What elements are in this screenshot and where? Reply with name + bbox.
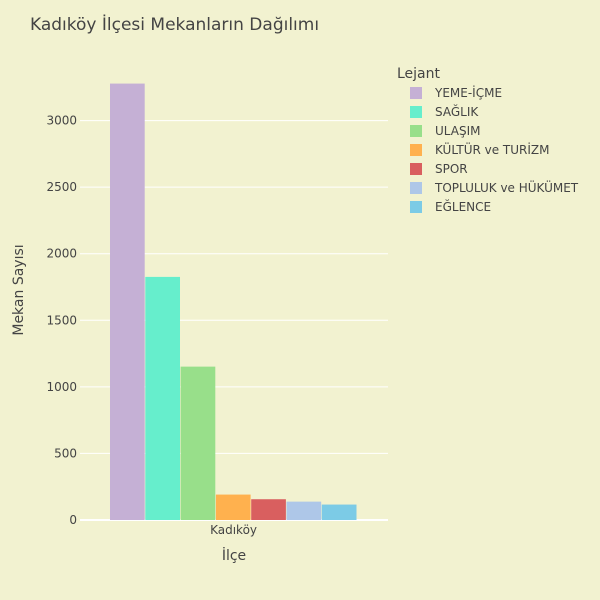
- legend-label: EĞLENCE: [435, 199, 491, 214]
- legend-label: SPOR: [435, 162, 468, 176]
- legend-label: KÜLTÜR ve TURİZM: [435, 141, 550, 157]
- legend-title: Lejant: [397, 66, 441, 82]
- legend-swatch: [410, 144, 422, 156]
- legend-item[interactable]: SAĞLIK: [410, 104, 479, 119]
- legend-label: SAĞLIK: [435, 104, 479, 119]
- legend-label: ULAŞIM: [435, 124, 480, 138]
- y-axis-ticks: 0 500 1000 1500 2000 2500 3000: [46, 114, 77, 527]
- x-tick-label: Kadıköy: [210, 523, 257, 537]
- y-tick-label: 0: [69, 513, 77, 527]
- bar-spor[interactable]: [251, 499, 286, 520]
- y-tick-label: 500: [54, 446, 77, 460]
- bar-sa-lik[interactable]: [145, 276, 180, 520]
- chart-title: Kadıköy İlçesi Mekanların Dağılımı: [30, 14, 319, 35]
- x-axis-ticks: Kadıköy: [210, 523, 257, 537]
- legend-swatch: [410, 201, 422, 213]
- legend-label: YEME-İÇME: [434, 85, 502, 100]
- legend-swatch: [410, 125, 422, 137]
- legend-item[interactable]: YEME-İÇME: [410, 85, 502, 100]
- legend-swatch: [410, 163, 422, 175]
- legend-item[interactable]: ULAŞIM: [410, 124, 480, 138]
- legend-item[interactable]: SPOR: [410, 162, 468, 176]
- y-tick-label: 3000: [46, 114, 77, 128]
- y-tick-label: 1000: [46, 380, 77, 394]
- legend-item[interactable]: TOPLULUK ve HÜKÜMET: [410, 179, 579, 195]
- bar-e-lence[interactable]: [321, 504, 357, 520]
- bar-ula-im[interactable]: [180, 366, 216, 520]
- legend-swatch: [410, 87, 422, 99]
- legend-swatch: [410, 182, 422, 194]
- legend: Lejant YEME-İÇME SAĞLIK ULAŞIM KÜLTÜR ve TU…: [397, 66, 579, 214]
- bar-k-lt-r-ve-turi-zm[interactable]: [215, 494, 251, 520]
- y-axis-title: Mekan Sayısı: [11, 244, 27, 335]
- y-tick-label: 2500: [46, 180, 77, 194]
- bar-yeme-i-me[interactable]: [110, 83, 145, 520]
- y-tick-label: 1500: [46, 313, 77, 327]
- bars: [110, 83, 357, 520]
- legend-swatch: [410, 106, 422, 118]
- legend-item[interactable]: EĞLENCE: [410, 199, 491, 214]
- bar-topluluk-ve-h-k-met[interactable]: [286, 501, 322, 520]
- legend-items: YEME-İÇME SAĞLIK ULAŞIM KÜLTÜR ve TURİZM SPO…: [410, 85, 579, 214]
- y-tick-label: 2000: [46, 247, 77, 261]
- legend-label: TOPLULUK ve HÜKÜMET: [434, 179, 579, 195]
- x-axis-title: İlçe: [222, 546, 246, 564]
- legend-item[interactable]: KÜLTÜR ve TURİZM: [410, 141, 550, 157]
